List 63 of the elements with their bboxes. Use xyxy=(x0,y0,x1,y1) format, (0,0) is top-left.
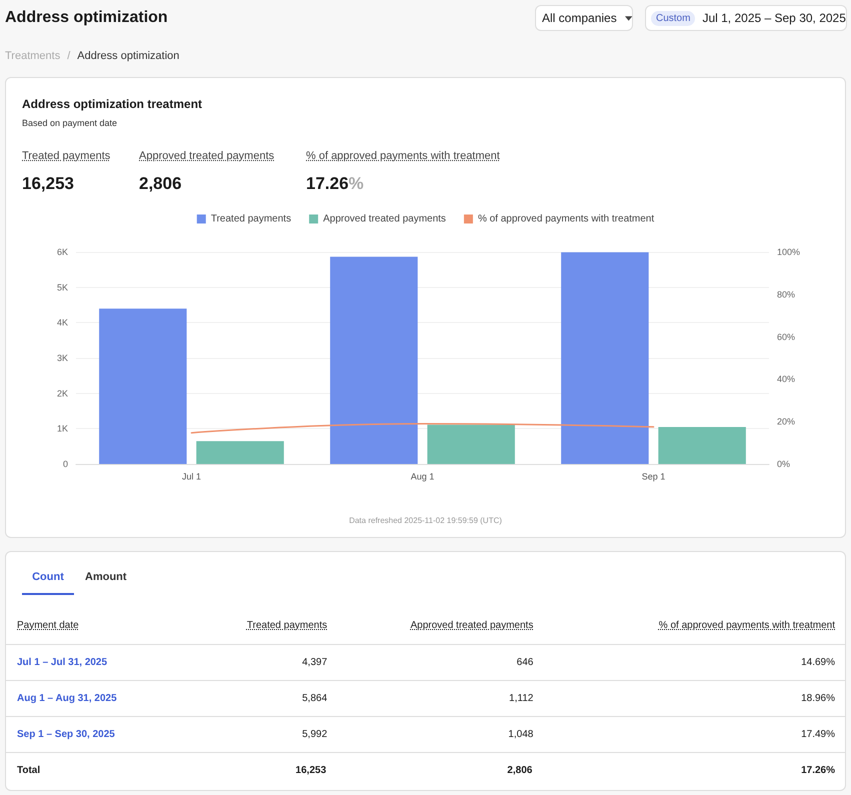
legend-label: % of approved payments with treatment xyxy=(478,214,654,224)
text: Jul 1, 2025 – Sep 30, 2025 xyxy=(702,11,846,25)
y-tick-label: 3K xyxy=(56,353,68,363)
text: 5,992 xyxy=(301,728,328,742)
text: 17.26% xyxy=(800,764,836,778)
y2-tick-label: 0% xyxy=(777,459,790,469)
text: 1,048 xyxy=(507,728,534,742)
bar xyxy=(99,308,187,464)
text: 18.96% xyxy=(800,692,836,706)
y2-tick-label: 80% xyxy=(777,289,796,300)
legend-label: Approved treated payments xyxy=(323,214,446,224)
x-tick-label: Jul 1 xyxy=(182,472,202,482)
text: Treated payments xyxy=(246,620,328,632)
y-tick-label: 5K xyxy=(56,282,68,292)
text: 14.69% xyxy=(800,656,836,670)
y-tick-label: 6K xyxy=(56,247,68,257)
text: 646 xyxy=(516,656,534,670)
text: 4,397 xyxy=(301,656,328,670)
y-tick-label: 1K xyxy=(56,424,68,434)
text: 1,112 xyxy=(508,692,534,706)
text: 17.49% xyxy=(800,728,836,742)
x-tick-label: Aug 1 xyxy=(410,472,434,482)
text: Jul 1 – Jul 31, 2025 xyxy=(16,656,108,670)
text: Amount xyxy=(85,571,127,583)
text: 2,806 xyxy=(139,174,183,194)
chart-subtitle: Based on payment date xyxy=(22,118,118,128)
text: 2,806 xyxy=(507,764,532,776)
text: 16,253 xyxy=(296,764,326,776)
text: 5,864 xyxy=(301,692,328,706)
chart-title: Address optimization treatment xyxy=(22,97,202,111)
bar xyxy=(196,441,284,464)
text: % xyxy=(348,174,364,193)
text: Treatments xyxy=(5,50,60,62)
text: Sep 1 – Sep 30, 2025 xyxy=(16,728,116,742)
text: Aug 1 – Aug 31, 2025 xyxy=(16,692,118,706)
y-tick-label: 2K xyxy=(56,388,68,398)
text: Treated payments xyxy=(22,150,110,162)
text: Payment date xyxy=(16,619,80,634)
text: 16,253 xyxy=(22,174,75,194)
text: All companies xyxy=(535,5,633,31)
y-tick-label: 4K xyxy=(56,318,68,328)
text: Address optimization xyxy=(77,50,180,62)
y2-tick-label: 40% xyxy=(777,374,796,384)
text: Approved treated payments xyxy=(410,620,534,632)
text: % of approved payments with treatment xyxy=(658,620,835,632)
y2-tick-label: 100% xyxy=(777,247,800,257)
bar xyxy=(330,256,418,464)
text: Total xyxy=(16,764,42,778)
bar xyxy=(658,426,746,464)
y2-tick-label: 20% xyxy=(777,416,796,427)
text: % of approved payments with treatment xyxy=(306,150,500,162)
y2-tick-label: 60% xyxy=(777,332,796,342)
text: Custom xyxy=(651,10,696,26)
bar xyxy=(561,252,649,464)
bar xyxy=(427,424,515,464)
text: / xyxy=(67,50,70,62)
text: Count xyxy=(22,571,74,595)
text: Address optimization xyxy=(5,9,168,27)
y-tick-label: 0 xyxy=(62,459,68,469)
text: Approved treated payments xyxy=(139,150,274,162)
x-tick-label: Sep 1 xyxy=(642,472,666,482)
text: Data refreshed 2025-11-02 19:59:59 (UTC) xyxy=(348,516,503,525)
legend-label: Treated payments xyxy=(210,214,292,224)
